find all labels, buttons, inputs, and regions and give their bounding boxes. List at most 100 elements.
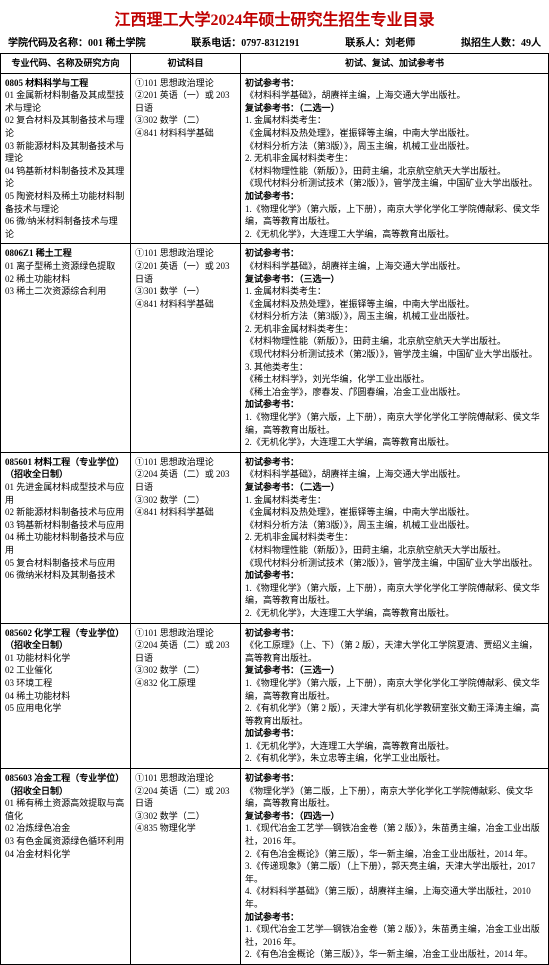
major-code: 0805 材料科学与工程 xyxy=(5,77,126,90)
major-extra: （招收全日制） xyxy=(5,785,126,798)
major-extra: （招收全日制） xyxy=(5,468,126,481)
exam-item: ④841 材料科学基础 xyxy=(135,506,236,519)
direction-item: 04 冶金材料化学 xyxy=(5,848,126,861)
table-row: 085603 冶金工程（专业学位）（招收全日制）01 稀有稀土资源高效提取与高值… xyxy=(1,769,549,965)
ref-section-label: 加试参考书： xyxy=(245,727,544,740)
ref-item: 2.《有机化学》，朱立忠等主编，化学工业出版社。 xyxy=(245,752,544,765)
ref-item: 《现代材料分析测试技术（第2版）》，管学茂主编，中国矿业大学出版社。 xyxy=(245,177,544,190)
ref-item: 《材料科学基础》，胡赓祥主编，上海交通大学出版社。 xyxy=(245,260,544,273)
ref-item: 《稀土冶金学》，廖春发、邝圆春编，冶金工业出版社。 xyxy=(245,386,544,399)
direction-item: 05 复合材料制备技术与应用 xyxy=(5,557,126,570)
ref-section-label: 初试参考书： xyxy=(245,772,544,785)
refs-cell: 初试参考书：《材料科学基础》，胡赓祥主编，上海交通大学出版社。复试参考书：（二选… xyxy=(241,452,549,623)
direction-item: 03 环境工程 xyxy=(5,677,126,690)
direction-item: 05 应用电化学 xyxy=(5,702,126,715)
major-cell: 085601 材料工程（专业学位）（招收全日制）01 先进金属材料成型技术与应用… xyxy=(1,452,131,623)
ref-item: 1. 金属材料类考生： xyxy=(245,285,544,298)
exam-item: ③302 数学（二） xyxy=(135,664,236,677)
exam-item: ④835 物理化学 xyxy=(135,822,236,835)
direction-item: 01 金属新材料制备及其成型技术与理论 xyxy=(5,89,126,114)
page-title: 江西理工大学2024年硕士研究生招生专业目录 xyxy=(0,0,549,34)
direction-item: 05 陶瓷材料及稀土功能材料制备技术与理论 xyxy=(5,190,126,215)
ref-item: 《材料分析方法（第3版）》，周玉主编，机械工业出版社。 xyxy=(245,140,544,153)
exam-item: ②204 英语（二）或 203 日语 xyxy=(135,785,236,810)
ref-section-label: 加试参考书： xyxy=(245,190,544,203)
major-cell: 0805 材料科学与工程01 金属新材料制备及其成型技术与理论02 复合材料及其… xyxy=(1,73,131,244)
ref-item: 《现代材料分析测试技术（第2版）》，管学茂主编，中国矿业大学出版社。 xyxy=(245,557,544,570)
ref-item: 《金属材料及热处理》，崔振铎等主编，中南大学出版社。 xyxy=(245,298,544,311)
exam-item: ④841 材料科学基础 xyxy=(135,127,236,140)
th-major: 专业代码、名称及研究方向 xyxy=(1,54,131,74)
ref-item: 《材料物理性能（新版）》，田莳主编，北京航空航天大学出版社。 xyxy=(245,335,544,348)
ref-item: 2. 无机非金属材料类考生： xyxy=(245,152,544,165)
exam-cell: ①101 思想政治理论②201 英语（一）或 203 日语③301 数学（一）④… xyxy=(131,244,241,453)
ref-item: 《材料物理性能（新版）》，田莳主编，北京航空航天大学出版社。 xyxy=(245,165,544,178)
contact-label: 联系人：刘老师 xyxy=(345,34,415,49)
exam-item: ③301 数学（一） xyxy=(135,285,236,298)
ref-section-label: 加试参考书： xyxy=(245,569,544,582)
exam-cell: ①101 思想政治理论②201 英语（一）或 203 日语③302 数学（二）④… xyxy=(131,73,241,244)
ref-section-label: 初试参考书： xyxy=(245,247,544,260)
ref-section-label: 加试参考书： xyxy=(245,911,544,924)
direction-item: 01 离子型稀土资源绿色提取 xyxy=(5,260,126,273)
exam-item: ③302 数学（二） xyxy=(135,810,236,823)
ref-item: 1.《无机化学》，大连理工大学编，高等教育出版社。 xyxy=(245,740,544,753)
exam-item: ④841 材料科学基础 xyxy=(135,298,236,311)
ref-section-label: 初试参考书： xyxy=(245,456,544,469)
exam-item: ②201 英语（一）或 203 日语 xyxy=(135,260,236,285)
direction-item: 03 有色金属资源绿色循环利用 xyxy=(5,835,126,848)
direction-item: 06 微纳米材料及其制备技术 xyxy=(5,569,126,582)
major-cell: 085602 化学工程（专业学位）（招收全日制）01 功能材料化学02 工业催化… xyxy=(1,623,131,769)
ref-item: 1. 金属材料类考生： xyxy=(245,494,544,507)
exam-item: ②201 英语（一）或 203 日语 xyxy=(135,89,236,114)
ref-item: 4.《材料科学基础》（第三版），胡赓祥主编，上海交通大学出版社，2010 年。 xyxy=(245,885,544,910)
exam-item: ①101 思想政治理论 xyxy=(135,247,236,260)
ref-section-label: 复试参考书：（三选一） xyxy=(245,664,544,677)
direction-item: 04 稀土功能材料 xyxy=(5,690,126,703)
ref-item: 《化工原理》（上、下）（第 2 版），天津大学化工学院夏清、贾绍义主编，高等教育… xyxy=(245,639,544,664)
ref-item: 1. 金属材料类考生： xyxy=(245,114,544,127)
table-row: 085601 材料工程（专业学位）（招收全日制）01 先进金属材料成型技术与应用… xyxy=(1,452,549,623)
exam-item: ④832 化工原理 xyxy=(135,677,236,690)
ref-item: 《物理化学》（第二版，上下册），南京大学化学化工学院傅献彩、侯文华编，高等教育出… xyxy=(245,785,544,810)
major-code: 0806Z1 稀土工程 xyxy=(5,247,126,260)
exam-item: ③302 数学（二） xyxy=(135,114,236,127)
refs-cell: 初试参考书：《材料科学基础》，胡赓祥主编，上海交通大学出版社。复试参考书：（二选… xyxy=(241,73,549,244)
direction-item: 01 稀有稀土资源高效提取与高值化 xyxy=(5,797,126,822)
direction-item: 02 工业催化 xyxy=(5,664,126,677)
ref-section-label: 初试参考书： xyxy=(245,77,544,90)
phone-label: 联系电话：0797-8312191 xyxy=(191,34,299,49)
refs-cell: 初试参考书：《材料科学基础》，胡赓祥主编，上海交通大学出版社。复试参考书：（三选… xyxy=(241,244,549,453)
exam-item: ①101 思想政治理论 xyxy=(135,456,236,469)
major-code: 085603 冶金工程（专业学位） xyxy=(5,772,126,785)
ref-item: 《材料科学基础》，胡赓祥主编，上海交通大学出版社。 xyxy=(245,89,544,102)
ref-item: 《材料分析方法（第3版）》，周玉主编，机械工业出版社。 xyxy=(245,310,544,323)
school-label: 学院代码及名称：001 稀土学院 xyxy=(8,34,146,49)
ref-item: 1.《物理化学》（第六版，上下册），南京大学化学化工学院傅献彩、侯文华编，高等教… xyxy=(245,677,544,702)
exam-item: ①101 思想政治理论 xyxy=(135,627,236,640)
direction-item: 03 新能源材料及其制备技术与理论 xyxy=(5,140,126,165)
exam-item: ③302 数学（二） xyxy=(135,494,236,507)
table-row: 0805 材料科学与工程01 金属新材料制备及其成型技术与理论02 复合材料及其… xyxy=(1,73,549,244)
ref-item: 《材料科学基础》，胡赓祥主编，上海交通大学出版社。 xyxy=(245,468,544,481)
exam-cell: ①101 思想政治理论②204 英语（二）或 203 日语③302 数学（二）④… xyxy=(131,769,241,965)
ref-item: 2.《无机化学》，大连理工大学编，高等教育出版社。 xyxy=(245,228,544,241)
refs-cell: 初试参考书：《物理化学》（第二版，上下册），南京大学化学化工学院傅献彩、侯文华编… xyxy=(241,769,549,965)
ref-section-label: 初试参考书： xyxy=(245,627,544,640)
th-refs: 初试、复试、加试参考书 xyxy=(241,54,549,74)
ref-section-label: 复试参考书：（二选一） xyxy=(245,102,544,115)
direction-item: 03 钨基新材料制备技术与应用 xyxy=(5,519,126,532)
ref-item: 2. 无机非金属材料类考生： xyxy=(245,323,544,336)
exam-item: ①101 思想政治理论 xyxy=(135,77,236,90)
major-code: 085602 化学工程（专业学位） xyxy=(5,627,126,640)
refs-cell: 初试参考书：《化工原理》（上、下）（第 2 版），天津大学化工学院夏清、贾绍义主… xyxy=(241,623,549,769)
exam-cell: ①101 思想政治理论②204 英语（二）或 203 日语③302 数学（二）④… xyxy=(131,623,241,769)
ref-item: 《金属材料及热处理》，崔振铎等主编，中南大学出版社。 xyxy=(245,506,544,519)
direction-item: 02 新能源材料制备技术与应用 xyxy=(5,506,126,519)
ref-item: 2.《有机化学》（第 2 版），天津大学有机化学教研室张文勤王泽涛主编，高等教育… xyxy=(245,702,544,727)
direction-item: 01 功能材料化学 xyxy=(5,652,126,665)
direction-item: 02 稀土功能材料 xyxy=(5,273,126,286)
ref-section-label: 复试参考书：（三选一） xyxy=(245,273,544,286)
direction-item: 04 稀土功能材料制备技术与应用 xyxy=(5,531,126,556)
ref-item: 《金属材料及热处理》，崔振铎等主编，中南大学出版社。 xyxy=(245,127,544,140)
